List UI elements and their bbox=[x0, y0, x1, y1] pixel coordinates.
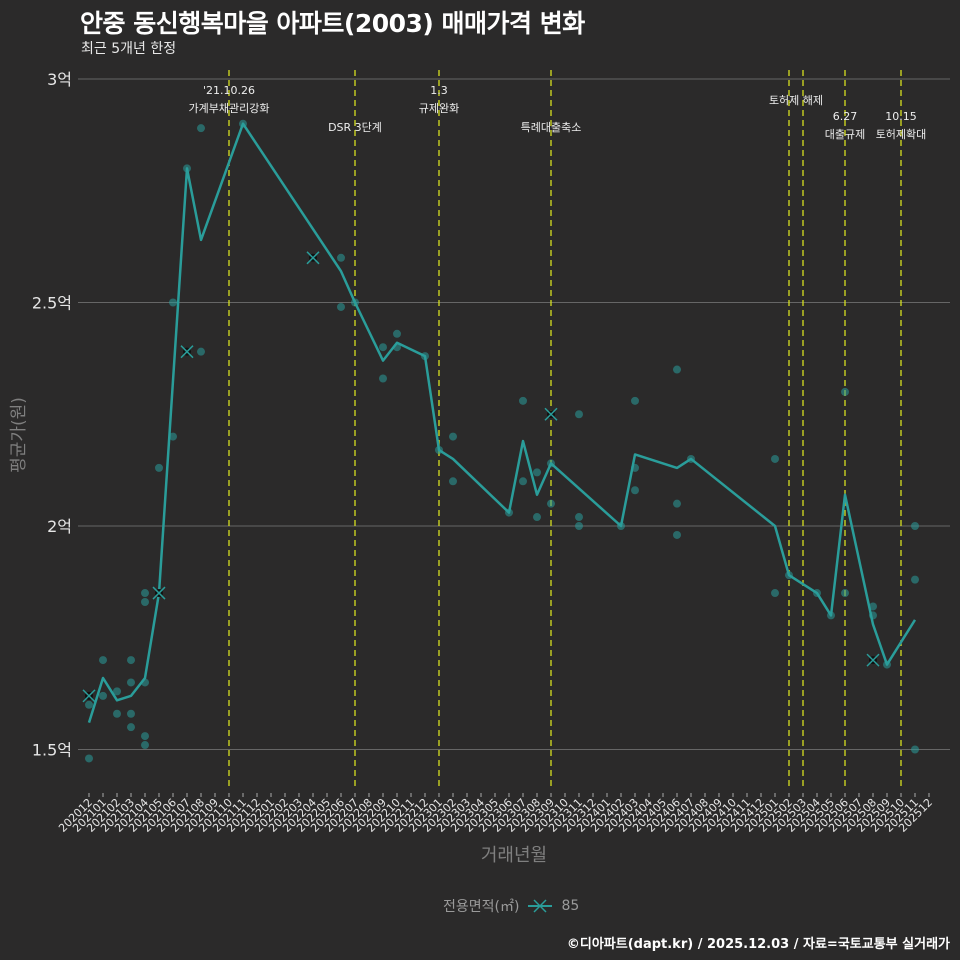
annotation-label: 토허제 해제 bbox=[769, 93, 823, 107]
transaction-dot bbox=[519, 477, 527, 486]
transaction-dot bbox=[673, 365, 681, 374]
transaction-dot bbox=[575, 522, 583, 530]
y-tick-label: 2억 bbox=[47, 517, 72, 536]
annotation-label: 특례대출축소 bbox=[521, 121, 582, 134]
transaction-dot bbox=[197, 124, 205, 133]
transaction-dot bbox=[771, 589, 779, 598]
transaction-dot bbox=[771, 454, 779, 463]
chart-subtitle: 최근 5개년 한정 bbox=[81, 41, 177, 57]
transaction-dot bbox=[449, 477, 457, 486]
legend-title: 전용면적(㎡) bbox=[443, 899, 520, 915]
transaction-dot bbox=[127, 709, 135, 718]
annotation-label: DSR 3단계 bbox=[328, 121, 382, 134]
transaction-dot bbox=[533, 468, 541, 477]
transaction-dot bbox=[631, 396, 639, 405]
transaction-dot bbox=[113, 709, 121, 718]
transaction-dot bbox=[127, 656, 135, 665]
annotation-label: 가계부채관리강화 bbox=[189, 102, 270, 115]
annotation-label: 토허제확대 bbox=[876, 128, 927, 141]
transaction-dot bbox=[841, 589, 849, 598]
transaction-dot bbox=[379, 343, 387, 352]
transaction-dot bbox=[113, 687, 121, 696]
transaction-dot bbox=[99, 691, 107, 700]
x-axis: 2020122021012021022021032021042021052021… bbox=[56, 793, 935, 835]
transaction-dot bbox=[85, 754, 93, 763]
transaction-dot bbox=[911, 745, 919, 754]
cross-marker bbox=[866, 653, 880, 667]
annotation-date: 10.15 bbox=[885, 110, 917, 123]
cross-marker bbox=[152, 586, 166, 600]
annotation-label: 대출규제 bbox=[825, 128, 865, 141]
y-axis-labels: 1.5억 2억 2.5억 3억 bbox=[32, 70, 72, 760]
cross-marker bbox=[544, 407, 558, 421]
transaction-dot bbox=[841, 387, 849, 396]
transaction-dot bbox=[337, 302, 345, 311]
transaction-dot bbox=[575, 410, 583, 419]
chart-title: 안중 동신행복마을 아파트(2003) 매매가격 변화 bbox=[80, 9, 585, 38]
transaction-dot bbox=[673, 530, 681, 539]
annotation-date: '21.10.26 bbox=[203, 84, 255, 97]
price-line bbox=[87, 122, 917, 724]
transaction-dot bbox=[337, 253, 345, 262]
transaction-dot bbox=[197, 347, 205, 356]
cross-marker bbox=[306, 251, 320, 265]
transaction-dot bbox=[141, 597, 149, 606]
x-axis-title: 거래년월 bbox=[481, 845, 547, 866]
transaction-dot bbox=[85, 700, 93, 709]
transaction-points bbox=[85, 119, 919, 763]
transaction-dot bbox=[99, 656, 107, 665]
transaction-dot bbox=[869, 602, 877, 611]
transaction-dot bbox=[127, 723, 135, 732]
legend-item-85: 85 bbox=[561, 898, 580, 914]
transaction-dot bbox=[393, 329, 401, 338]
transaction-dot bbox=[141, 589, 149, 598]
y-tick-label: 3억 bbox=[47, 70, 72, 89]
transaction-dot bbox=[575, 513, 583, 522]
transaction-dot bbox=[631, 486, 639, 495]
legend: 전용면적(㎡) 85 bbox=[443, 896, 579, 916]
transaction-dot bbox=[379, 374, 387, 383]
source-credit: ©디아파트(dapt.kr) / 2025.12.03 / 자료=국토교통부 실… bbox=[566, 937, 950, 952]
transaction-dot bbox=[127, 678, 135, 687]
annotation-date: 1.3 bbox=[430, 84, 448, 97]
transaction-dot bbox=[519, 396, 527, 405]
event-lines bbox=[228, 70, 902, 790]
transaction-dot bbox=[141, 741, 149, 750]
transaction-dot bbox=[169, 432, 177, 441]
cross-marker bbox=[82, 689, 96, 703]
transaction-dot bbox=[547, 499, 555, 508]
y-axis-title: 평균가(원) bbox=[9, 397, 29, 473]
transaction-dot bbox=[155, 463, 163, 472]
annotation-label: 규제완화 bbox=[419, 102, 459, 115]
transaction-dot bbox=[533, 513, 541, 522]
y-tick-label: 2.5억 bbox=[32, 294, 72, 313]
transaction-dot bbox=[673, 499, 681, 508]
price-line-path bbox=[87, 122, 917, 724]
cross-markers bbox=[82, 251, 880, 703]
transaction-dot bbox=[449, 432, 457, 441]
transaction-dot bbox=[911, 522, 919, 530]
annotation-date: 6.27 bbox=[833, 110, 858, 123]
legend-line-cross-icon bbox=[528, 899, 553, 913]
cross-marker bbox=[180, 345, 194, 359]
y-tick-label: 1.5억 bbox=[32, 741, 72, 760]
transaction-dot bbox=[141, 732, 149, 741]
grid-lines bbox=[78, 78, 950, 750]
transaction-dot bbox=[169, 298, 177, 307]
transaction-dot bbox=[911, 575, 919, 584]
